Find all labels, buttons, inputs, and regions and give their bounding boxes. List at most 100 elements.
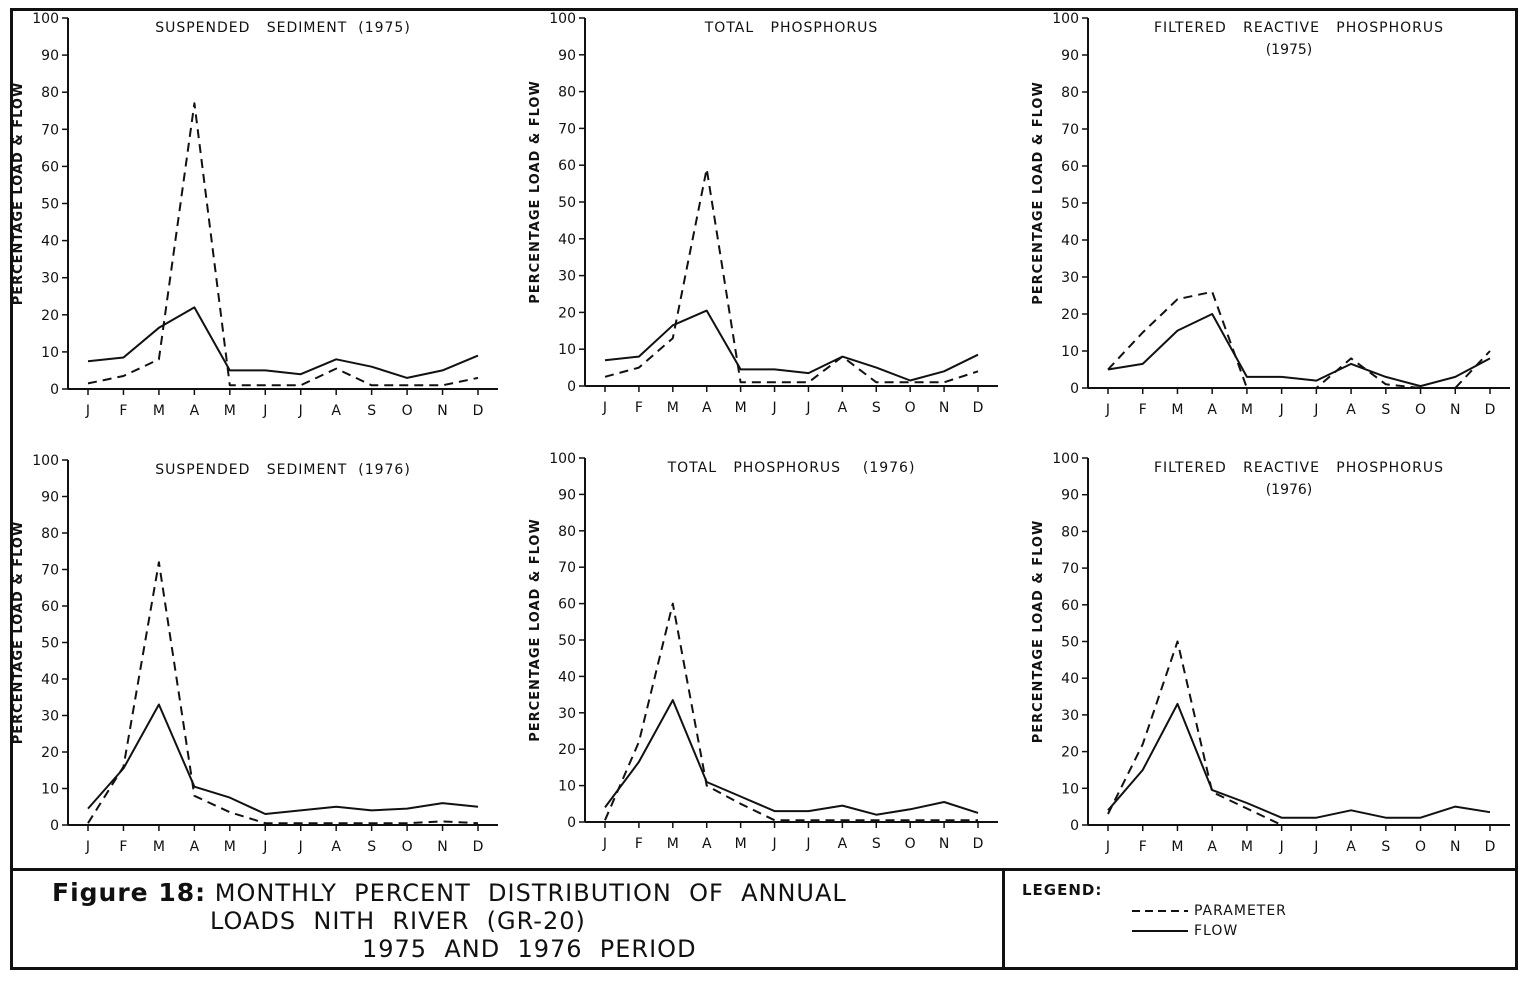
solid-line-swatch [1132,930,1188,932]
chart-1-y-tick-label: 0 [50,382,59,398]
chart-4-y-tick-label: 80 [41,526,59,542]
chart-2-title: TOTAL PHOSPHORUS [704,20,879,36]
chart-6-x-tick-label: M [1171,839,1183,855]
figure-caption-panel: Figure 18: MONTHLY PERCENT DISTRIBUTION … [10,868,1518,970]
chart-1-y-tick-label: 30 [41,271,59,287]
chart-5-x-tick-label: D [973,836,984,852]
chart-4-x-tick-label: M [153,839,165,855]
chart-1-x-tick-label: S [367,403,376,419]
chart-5-y-tick-label: 60 [558,597,576,613]
chart-1-y-tick-label: 90 [41,48,59,64]
chart-3-x-tick-label: M [1241,402,1253,418]
chart-5-y-tick-label: 30 [558,706,576,722]
chart-1-x-tick-label: J [85,403,90,419]
chart-6-x-tick-label: N [1450,839,1460,855]
chart-6-x-tick-label: J [1313,839,1318,855]
chart-6-x-tick-label: A [1346,839,1356,855]
chart-3-x-tick-label: D [1485,402,1496,418]
chart-2-y-tick-label: 40 [558,232,576,248]
chart-1-title: SUSPENDED SEDIMENT (1975) [155,20,411,36]
chart-5-y-tick-label: 90 [558,487,576,503]
figure-title-line-3: 1975 AND 1976 PERIOD [362,935,697,963]
chart-6-x-tick-label: F [1139,839,1147,855]
chart-4-x-tick-label: F [119,839,127,855]
chart-6-y-axis-label: PERCENTAGE LOAD & FLOW [1031,520,1046,744]
chart-4-series-parameter [87,561,479,825]
chart-4-y-tick-label: 30 [41,709,59,725]
chart-3-x-tick-label: M [1171,402,1183,418]
chart-3-y-tick-label: 90 [1061,48,1079,64]
chart-2-x-tick-label: J [771,400,776,416]
figure-frame [10,8,1518,970]
chart-1-series-flow [87,306,479,379]
chart-6-y-tick-label: 0 [1070,818,1079,834]
chart-2-y-tick-label: 20 [558,305,576,321]
chart-3-x-tick-label: J [1279,402,1284,418]
chart-4-y-tick-label: 10 [41,782,59,798]
chart-3-y-tick-label: 0 [1070,381,1079,397]
chart-6-x-tick-label: A [1207,839,1217,855]
chart-5-x-tick-label: J [602,836,607,852]
chart-3-x-tick-label: J [1105,402,1110,418]
legend: LEGEND: PARAMETER FLOW [1022,881,1502,965]
chart-1-x-tick-label: M [224,403,236,419]
chart-3-y-tick-label: 80 [1061,85,1079,101]
chart-1-x-tick-label: A [190,403,200,419]
chart-3-y-tick-label: 30 [1061,270,1079,286]
chart-3-x-tick-label: J [1313,402,1318,418]
chart-4-y-tick-label: 0 [50,818,59,834]
chart-1-y-tick-label: 60 [41,159,59,175]
chart-3-y-tick-label: 70 [1061,122,1079,138]
chart-1-x-tick-label: A [331,403,341,419]
chart-1-y-tick-label: 70 [41,122,59,138]
chart-4-title: SUSPENDED SEDIMENT (1976) [155,462,411,478]
chart-3-y-tick-label: 60 [1061,159,1079,175]
caption-divider [1002,871,1005,970]
chart-5-y-tick-label: 10 [558,779,576,795]
chart-4-y-axis-label: PERCENTAGE LOAD & FLOW [11,521,26,745]
chart-4-x-tick-label: O [402,839,413,855]
chart-6-x-tick-label: S [1381,839,1390,855]
chart-4-series-flow [87,703,479,815]
chart-2-x-tick-label: J [602,400,607,416]
chart-4-y-tick-label: 60 [41,599,59,615]
chart-2-x-tick-label: M [735,400,747,416]
chart-6-series-flow [1107,702,1491,819]
chart-4-x-tick-label: S [367,839,376,855]
chart-2-x-tick-label: S [872,400,881,416]
chart-5-title: TOTAL PHOSPHORUS (1976) [667,460,916,476]
chart-5-x-tick-label: N [939,836,949,852]
chart-4-y-tick-label: 40 [41,672,59,688]
chart-2-y-tick-label: 100 [549,11,576,27]
legend-item-flow: FLOW [1132,923,1238,941]
chart-4-y-tick-label: 50 [41,636,59,652]
chart-6-x-tick-label: J [1105,839,1110,855]
chart-2-y-tick-label: 60 [558,158,576,174]
chart-3-y-tick-label: 100 [1052,11,1079,27]
chart-6-series-parameter [1107,640,1490,826]
chart-6-y-tick-label: 80 [1061,524,1079,540]
chart-6-y-tick-label: 100 [1052,451,1079,467]
chart-4-x-tick-label: A [190,839,200,855]
figure-title: Figure 18: MONTHLY PERCENT DISTRIBUTION … [52,879,992,964]
chart-4-x-tick-label: J [262,839,267,855]
chart-4-x-tick-label: J [298,839,303,855]
chart-6-y-tick-label: 90 [1061,488,1079,504]
chart-4-y-tick-label: 70 [41,563,59,579]
legend-item-parameter: PARAMETER [1132,903,1287,921]
chart-1-y-tick-label: 100 [32,11,59,27]
chart-3-y-tick-label: 20 [1061,307,1079,323]
chart-6-y-tick-label: 50 [1061,635,1079,651]
chart-6-x-tick-label: M [1241,839,1253,855]
chart-6-y-tick-label: 10 [1061,781,1079,797]
chart-5-x-tick-label: J [771,836,776,852]
chart-5-series-parameter [604,602,978,822]
chart-2-x-tick-label: F [635,400,643,416]
chart-5-y-tick-label: 40 [558,669,576,685]
chart-2-y-tick-label: 30 [558,269,576,285]
chart-3-x-tick-label: A [1207,402,1217,418]
chart-4-x-tick-label: N [437,839,447,855]
chart-5-y-tick-label: 80 [558,524,576,540]
chart-3-x-tick-label: O [1415,402,1426,418]
